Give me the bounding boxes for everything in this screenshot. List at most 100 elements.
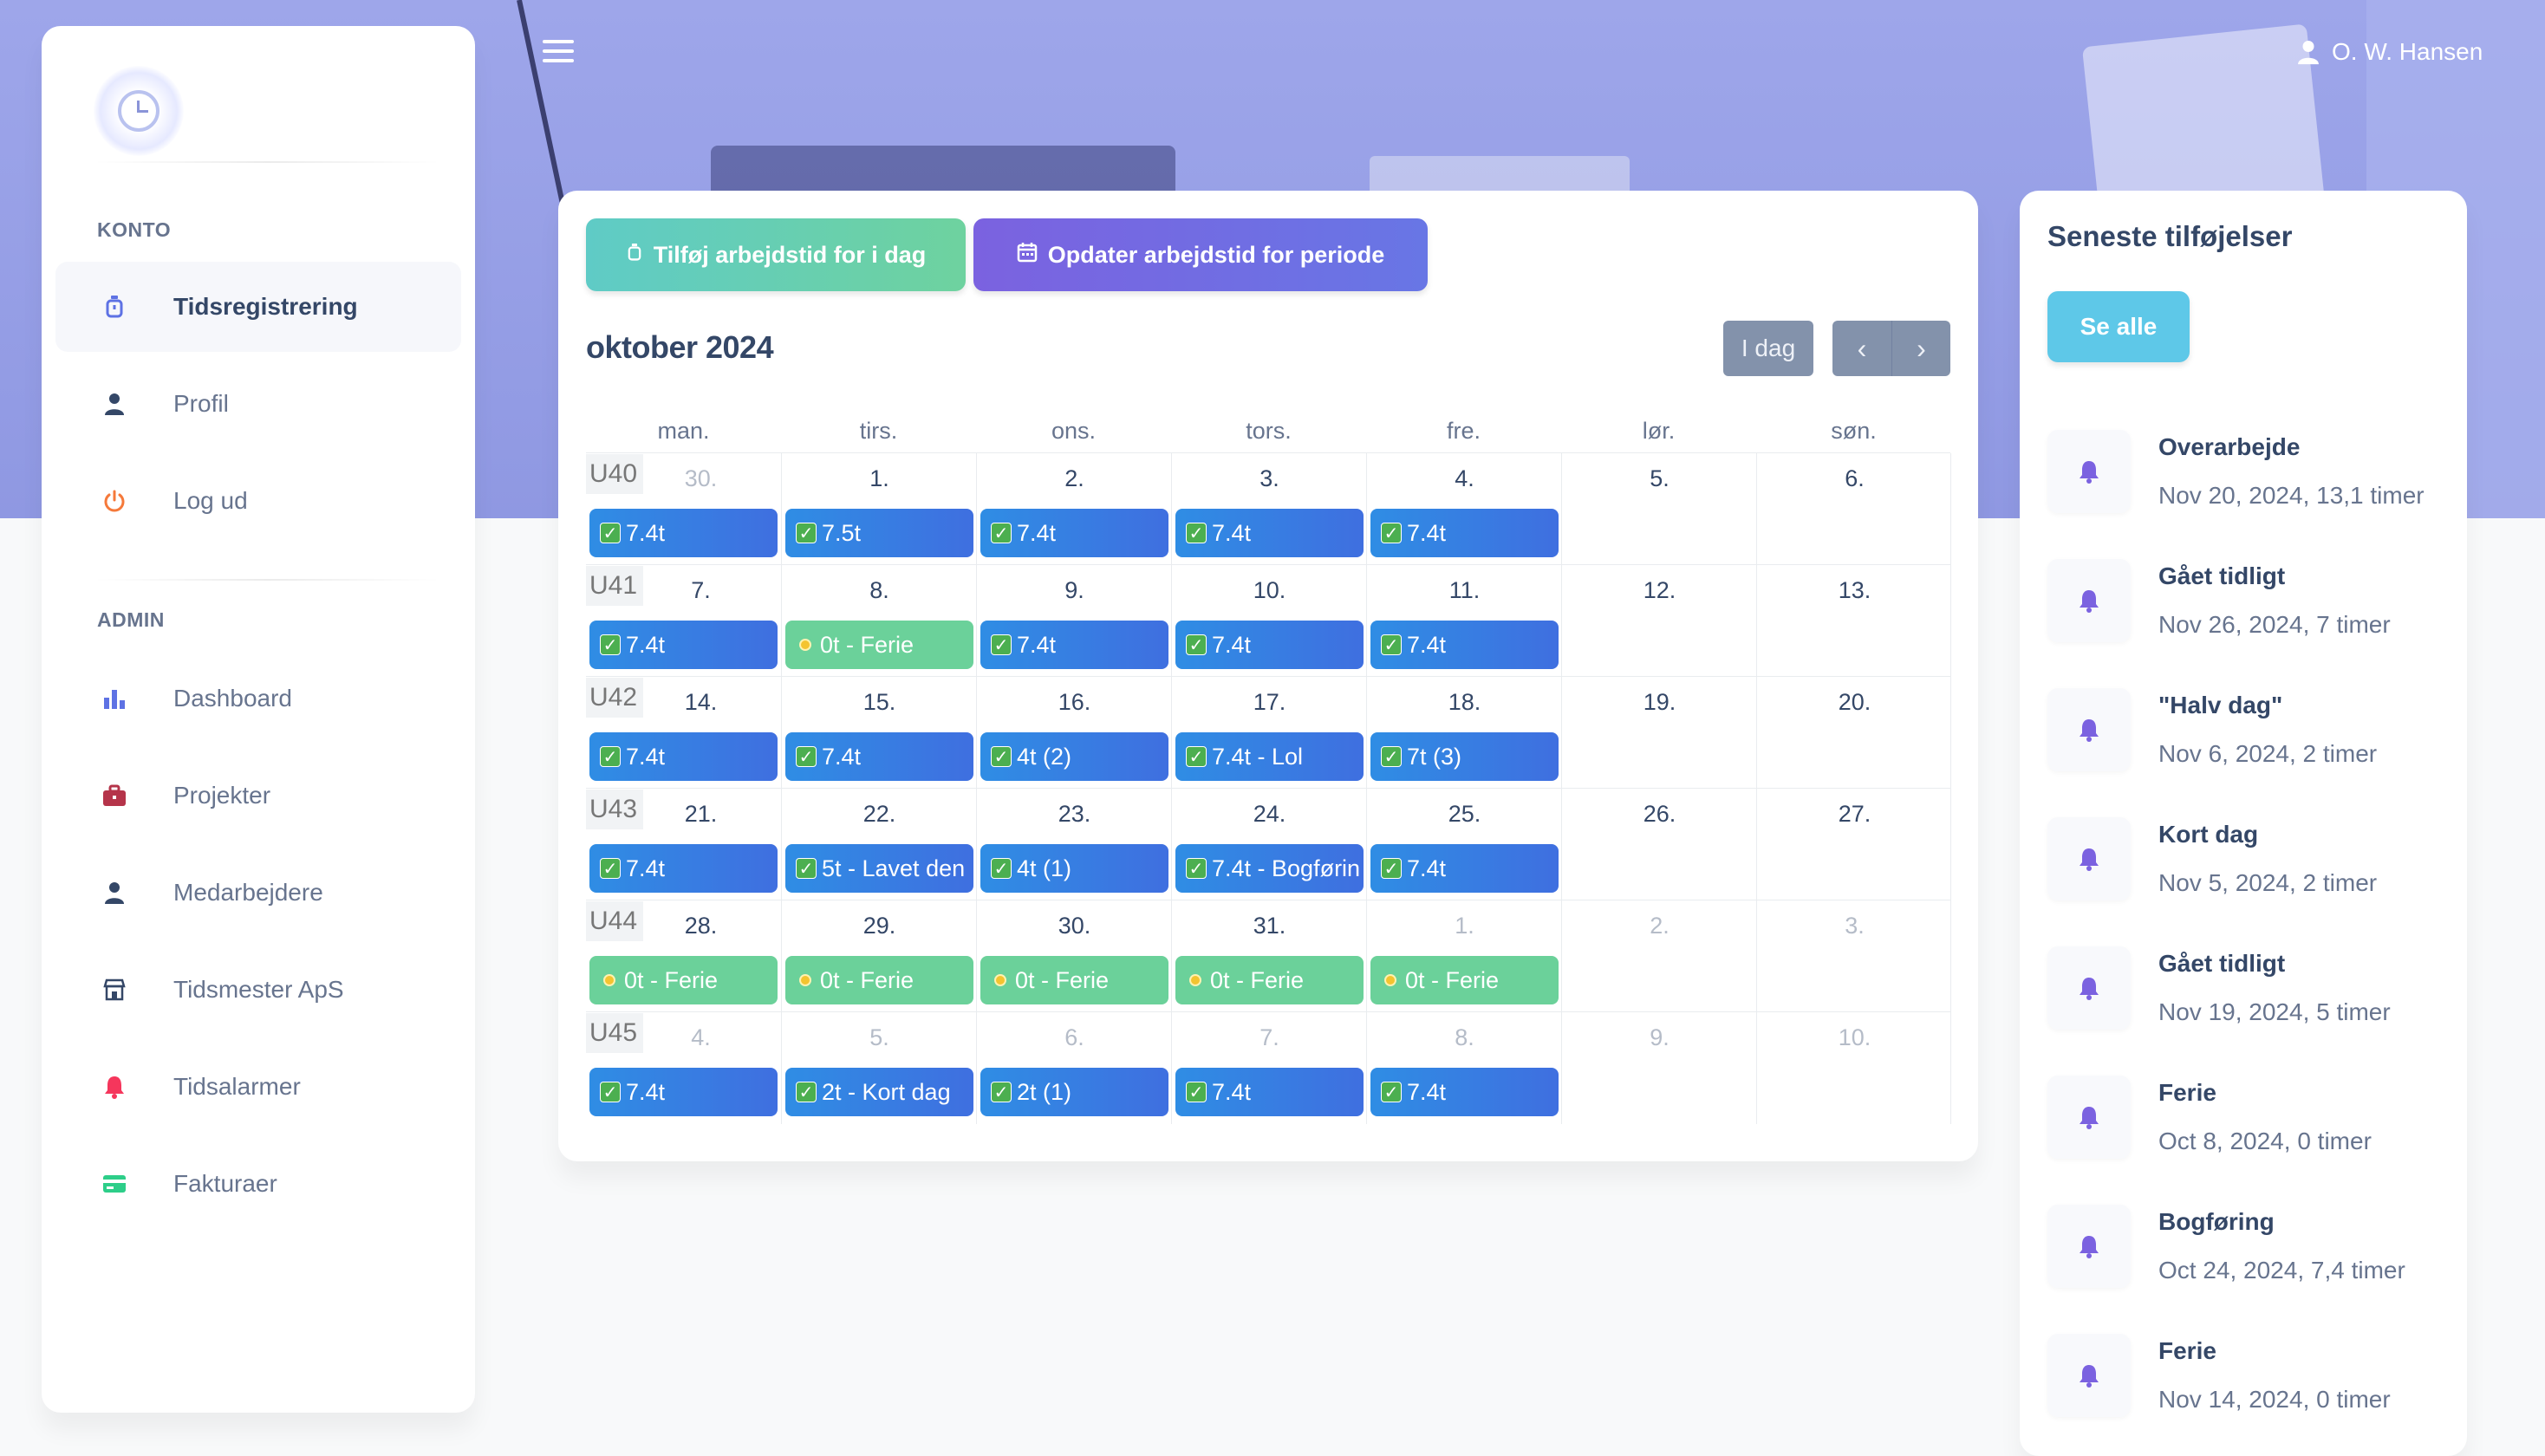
calendar-event[interactable]: ✓ 7t (3)	[1370, 732, 1559, 781]
sidebar-item-profil[interactable]: Profil	[55, 359, 461, 449]
day-cell[interactable]: 8. 0t - Ferie	[781, 565, 976, 677]
calendar-event[interactable]: ✓ 7.4t	[980, 621, 1168, 669]
calendar-event[interactable]: ✓ 7.4t	[589, 621, 778, 669]
sidebar-item-fakturaer[interactable]: Fakturaer	[55, 1139, 461, 1229]
calendar-event[interactable]: ✓ 5t - Lavet den	[785, 844, 973, 893]
recent-item[interactable]: Overarbejde Nov 20, 2024, 13,1 timer	[2047, 418, 2446, 522]
calendar-event[interactable]: ✓ 7.4t	[1175, 621, 1364, 669]
calendar-event[interactable]: ✓ 2t - Kort dag	[785, 1068, 973, 1116]
calendar-event[interactable]: ✓ 7.4t	[1175, 1068, 1364, 1116]
sidebar-item-medarbejdere[interactable]: Medarbejdere	[55, 848, 461, 938]
calendar-event[interactable]: ✓ 7.4t	[1370, 509, 1559, 557]
day-cell[interactable]: 25. ✓ 7.4t	[1366, 789, 1561, 900]
day-cell[interactable]: 7. ✓ 7.4t	[1171, 1012, 1366, 1124]
day-cell[interactable]: U42 14. ✓ 7.4t	[586, 677, 781, 789]
recent-item[interactable]: Gået tidligt Nov 26, 2024, 7 timer	[2047, 547, 2446, 651]
day-cell[interactable]: 18. ✓ 7t (3)	[1366, 677, 1561, 789]
day-cell[interactable]: 3. ✓ 7.4t	[1171, 453, 1366, 565]
day-cell[interactable]: 6.	[1756, 453, 1951, 565]
recent-item[interactable]: Gået tidligt Nov 19, 2024, 5 timer	[2047, 934, 2446, 1038]
recent-item[interactable]: Ferie Nov 14, 2024, 0 timer	[2047, 1322, 2446, 1426]
sidebar-item-tidsalarmer[interactable]: Tidsalarmer	[55, 1042, 461, 1132]
see-all-button[interactable]: Se alle	[2047, 291, 2190, 362]
calendar-event[interactable]: ✓ 7.4t	[1370, 1068, 1559, 1116]
calendar-event[interactable]: ✓ 7.4t	[589, 732, 778, 781]
calendar-event[interactable]: ✓ 2t (1)	[980, 1068, 1168, 1116]
day-cell[interactable]: 4. ✓ 7.4t	[1366, 453, 1561, 565]
calendar-event[interactable]: 0t - Ferie	[589, 956, 778, 1004]
day-cell[interactable]: U45 4. ✓ 7.4t	[586, 1012, 781, 1124]
recent-item[interactable]: Ferie Oct 8, 2024, 0 timer	[2047, 1063, 2446, 1167]
sidebar-item-log-ud[interactable]: Log ud	[55, 456, 461, 546]
calendar-event[interactable]: ✓ 7.4t	[1175, 509, 1364, 557]
calendar-event[interactable]: ✓ 7.5t	[785, 509, 973, 557]
clock-logo-icon[interactable]	[94, 66, 184, 156]
calendar-event[interactable]: ✓ 7.4t	[589, 1068, 778, 1116]
day-cell[interactable]: U40 30. ✓ 7.4t	[586, 453, 781, 565]
calendar-event[interactable]: ✓ 7.4t	[589, 509, 778, 557]
update-period-button[interactable]: Opdater arbejdstid for periode	[973, 218, 1428, 291]
calendar-event[interactable]: 0t - Ferie	[785, 621, 973, 669]
day-cell[interactable]: 27.	[1756, 789, 1951, 900]
sidebar-item-tidsregistrering[interactable]: Tidsregistrering	[55, 262, 461, 352]
today-button[interactable]: I dag	[1723, 321, 1813, 376]
day-cell[interactable]: 11. ✓ 7.4t	[1366, 565, 1561, 677]
day-cell[interactable]: U41 7. ✓ 7.4t	[586, 565, 781, 677]
calendar-event[interactable]: ✓ 4t (2)	[980, 732, 1168, 781]
day-cell[interactable]: 20.	[1756, 677, 1951, 789]
day-cell[interactable]: 1. 0t - Ferie	[1366, 900, 1561, 1012]
calendar-event[interactable]: 0t - Ferie	[980, 956, 1168, 1004]
day-cell[interactable]: 13.	[1756, 565, 1951, 677]
sidebar-item-tidsmester-aps[interactable]: Tidsmester ApS	[55, 945, 461, 1035]
day-cell[interactable]: 15. ✓ 7.4t	[781, 677, 976, 789]
recent-item[interactable]: Kort dag Nov 5, 2024, 2 timer	[2047, 805, 2446, 909]
next-month-button[interactable]: ›	[1891, 321, 1950, 376]
day-cell[interactable]: 10.	[1756, 1012, 1951, 1124]
calendar-event[interactable]: ✓ 7.4t	[1370, 621, 1559, 669]
sidebar-item-dashboard[interactable]: Dashboard	[55, 653, 461, 744]
day-cell[interactable]: 17. ✓ 7.4t - Lol	[1171, 677, 1366, 789]
day-cell[interactable]: 26.	[1561, 789, 1756, 900]
day-cell[interactable]: 3.	[1756, 900, 1951, 1012]
day-cell[interactable]: 5.	[1561, 453, 1756, 565]
day-cell[interactable]: 9.	[1561, 1012, 1756, 1124]
user-menu[interactable]: O. W. Hansen	[2297, 36, 2483, 68]
day-cell[interactable]: 24. ✓ 7.4t - Bogførin	[1171, 789, 1366, 900]
bar-chart-icon	[101, 685, 128, 712]
week-number: U42	[586, 678, 643, 718]
prev-month-button[interactable]: ‹	[1832, 321, 1891, 376]
day-cell[interactable]: 10. ✓ 7.4t	[1171, 565, 1366, 677]
day-cell[interactable]: 2.	[1561, 900, 1756, 1012]
menu-toggle-icon[interactable]	[543, 38, 576, 64]
day-cell[interactable]: U43 21. ✓ 7.4t	[586, 789, 781, 900]
day-cell[interactable]: 22. ✓ 5t - Lavet den	[781, 789, 976, 900]
calendar-event[interactable]: ✓ 7.4t - Bogførin	[1175, 844, 1364, 893]
day-cell[interactable]: 2. ✓ 7.4t	[976, 453, 1171, 565]
add-today-button[interactable]: Tilføj arbejdstid for i dag	[586, 218, 966, 291]
day-cell[interactable]: 30. 0t - Ferie	[976, 900, 1171, 1012]
day-cell[interactable]: 19.	[1561, 677, 1756, 789]
recent-item[interactable]: Bogføring Oct 24, 2024, 7,4 timer	[2047, 1193, 2446, 1297]
calendar-event[interactable]: ✓ 7.4t	[785, 732, 973, 781]
calendar-event[interactable]: ✓ 4t (1)	[980, 844, 1168, 893]
calendar-event[interactable]: ✓ 7.4t	[1370, 844, 1559, 893]
day-cell[interactable]: 8. ✓ 7.4t	[1366, 1012, 1561, 1124]
calendar-event[interactable]: 0t - Ferie	[1175, 956, 1364, 1004]
recent-item[interactable]: "Halv dag" Nov 6, 2024, 2 timer	[2047, 676, 2446, 780]
calendar-event[interactable]: ✓ 7.4t	[980, 509, 1168, 557]
day-cell[interactable]: 29. 0t - Ferie	[781, 900, 976, 1012]
day-cell[interactable]: 23. ✓ 4t (1)	[976, 789, 1171, 900]
day-cell[interactable]: 1. ✓ 7.5t	[781, 453, 976, 565]
day-cell[interactable]: 12.	[1561, 565, 1756, 677]
day-cell[interactable]: 16. ✓ 4t (2)	[976, 677, 1171, 789]
sidebar-item-projekter[interactable]: Projekter	[55, 751, 461, 841]
calendar-event[interactable]: 0t - Ferie	[1370, 956, 1559, 1004]
day-cell[interactable]: 31. 0t - Ferie	[1171, 900, 1366, 1012]
day-cell[interactable]: 6. ✓ 2t (1)	[976, 1012, 1171, 1124]
day-cell[interactable]: 9. ✓ 7.4t	[976, 565, 1171, 677]
calendar-event[interactable]: 0t - Ferie	[785, 956, 973, 1004]
day-cell[interactable]: U44 28. 0t - Ferie	[586, 900, 781, 1012]
day-cell[interactable]: 5. ✓ 2t - Kort dag	[781, 1012, 976, 1124]
calendar-event[interactable]: ✓ 7.4t	[589, 844, 778, 893]
calendar-event[interactable]: ✓ 7.4t - Lol	[1175, 732, 1364, 781]
